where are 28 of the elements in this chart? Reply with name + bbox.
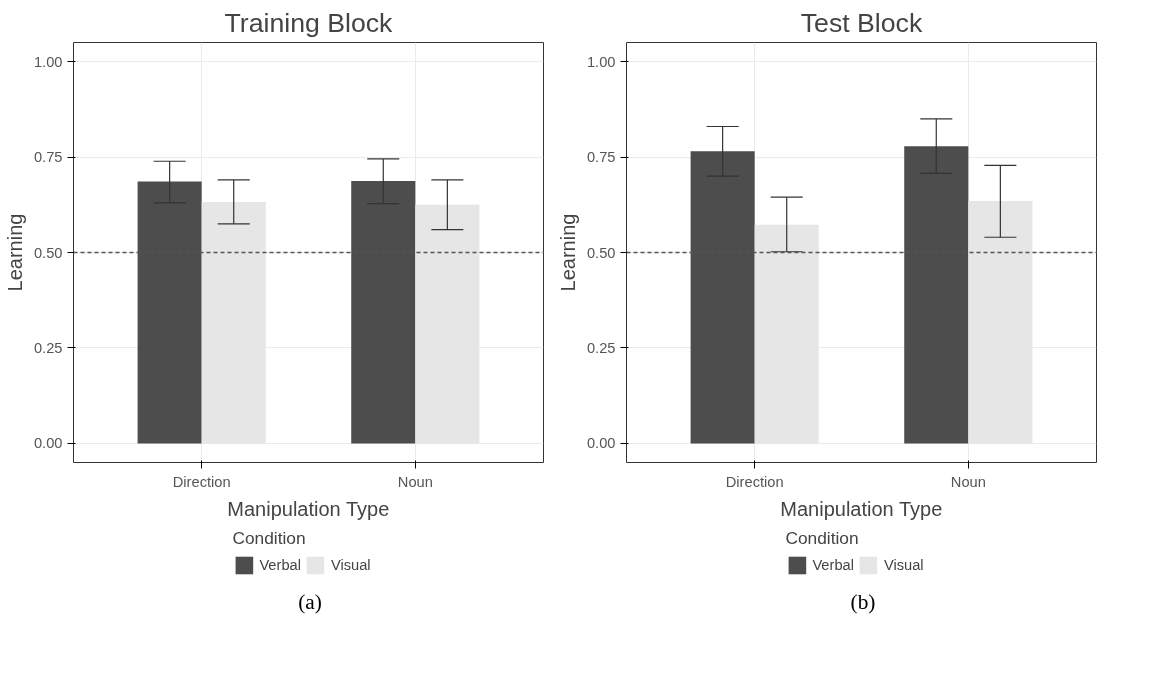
y-tick-label: 0.00 — [33, 435, 63, 452]
x-axis-title: Manipulation Type — [780, 497, 943, 520]
x-tick-label: Direction — [725, 473, 784, 490]
y-tick-label: 0.00 — [586, 435, 616, 452]
x-tick-label: Noun — [397, 473, 433, 490]
y-tick-label: 0.75 — [586, 149, 616, 166]
y-tick-label: 0.50 — [33, 244, 63, 261]
chart-title: Training Block — [224, 7, 394, 38]
x-tick-label: Noun — [950, 473, 986, 490]
legend-title: Condition — [785, 528, 860, 549]
text: (b) — [850, 589, 876, 616]
legend-label: Verbal — [259, 557, 301, 573]
legend-title: Condition — [232, 528, 307, 549]
x-tick-label: Direction — [172, 473, 231, 490]
y-tick-label: 1.00 — [33, 53, 63, 70]
x-axis-title: Manipulation Type — [227, 497, 390, 520]
y-tick-label: 0.25 — [33, 339, 63, 356]
y-tick-label: 1.00 — [586, 53, 616, 70]
legend-label: Visual — [883, 557, 924, 573]
y-axis-title: Learning — [3, 213, 26, 292]
legend-label: Verbal — [812, 557, 854, 573]
chart-title: Test Block — [800, 7, 923, 38]
y-tick-label: 0.50 — [586, 244, 616, 261]
text: (a) — [298, 589, 322, 616]
y-axis-title: Learning — [556, 213, 579, 292]
y-tick-label: 0.75 — [33, 149, 63, 166]
y-tick-label: 0.25 — [586, 339, 616, 356]
legend-label: Visual — [330, 557, 371, 573]
